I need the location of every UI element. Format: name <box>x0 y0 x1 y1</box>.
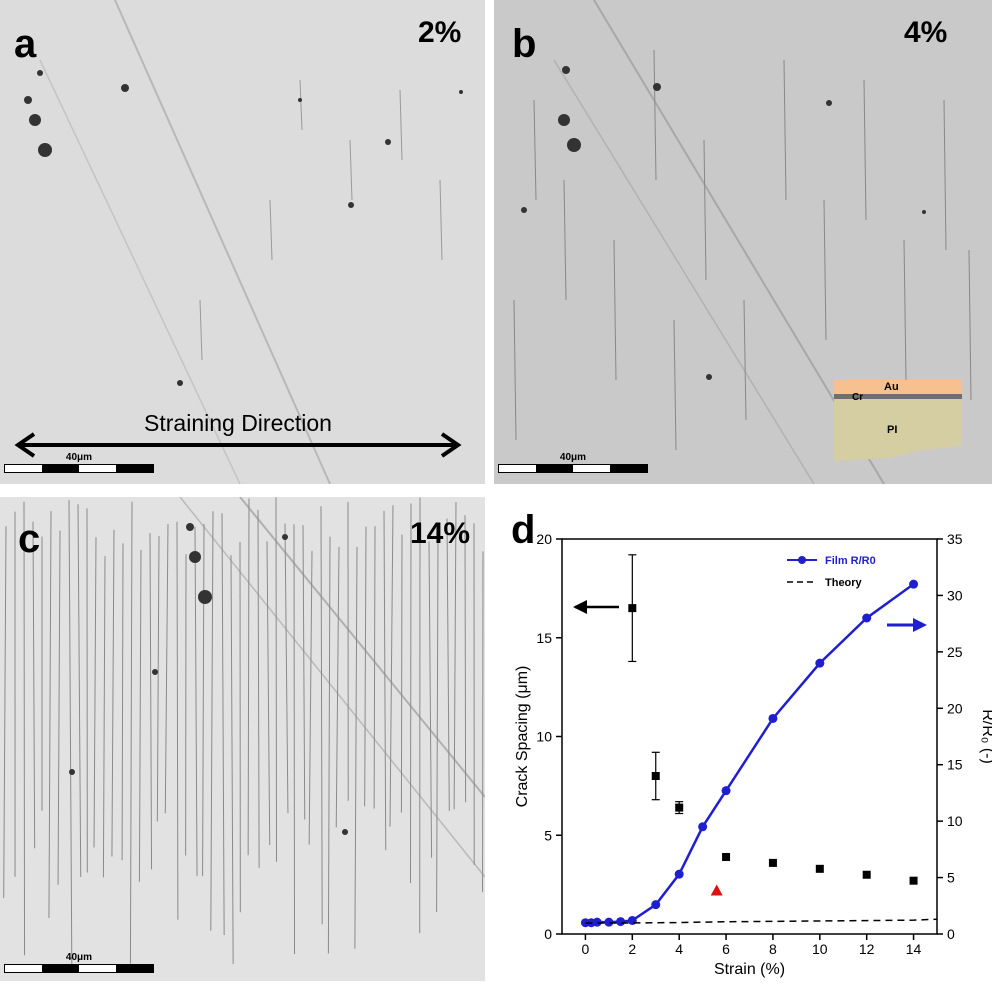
y2-tick-label: 10 <box>947 813 963 829</box>
theory-line <box>585 919 937 923</box>
x-tick-label: 0 <box>582 941 590 957</box>
y-tick-label: 10 <box>536 729 552 745</box>
film-resistance-point <box>651 900 660 909</box>
crack-spacing-point <box>675 804 683 812</box>
right-axis-arrow <box>887 618 927 632</box>
x-tick-label: 4 <box>675 941 683 957</box>
pi-label: PI <box>887 424 897 436</box>
crack-spacing-point <box>863 871 871 879</box>
x-tick-label: 14 <box>906 941 922 957</box>
scale-bar-label: 40μm <box>4 452 154 463</box>
x-tick-label: 2 <box>628 941 636 957</box>
panel-c-strain-label: 14% <box>410 517 470 551</box>
y-tick-label: 5 <box>544 827 552 843</box>
panel-b-letter: b <box>512 22 536 67</box>
red-triangle-point <box>711 885 723 896</box>
y2-axis-label: R/R₀ (-) <box>979 709 992 764</box>
film-resistance-point <box>722 786 731 795</box>
scale-bar-b: 40μm <box>498 452 648 474</box>
panel-a-letter: a <box>14 22 36 67</box>
crack-spacing-point <box>816 865 824 873</box>
x-axis-label: Strain (%) <box>714 961 785 978</box>
film-resistance-point <box>768 714 777 723</box>
legend-film-marker <box>798 556 806 564</box>
legend: Film R/R0 Theory <box>787 555 876 589</box>
x-tick-label: 8 <box>769 941 777 957</box>
y-axis-label: Crack Spacing (μm) <box>514 666 531 808</box>
film-resistance-point <box>604 918 613 927</box>
film-resistance-point <box>815 659 824 668</box>
straining-direction-arrow: Straining Direction <box>12 410 464 458</box>
y2-tick-label: 15 <box>947 757 963 773</box>
scale-bar-a: 40μm <box>4 452 154 474</box>
micrograph-panel-b: b 4% Au Cr PI 40μm <box>494 0 992 484</box>
film-resistance-point <box>593 918 602 927</box>
crack-spacing-point <box>722 853 730 861</box>
scale-bar-label: 40μm <box>498 452 648 463</box>
micrograph-14-percent <box>0 497 485 981</box>
film-resistance-point <box>675 870 684 879</box>
y2-tick-label: 25 <box>947 644 963 660</box>
micrograph-panel-c: c 14% 40μm <box>0 497 485 981</box>
y2-tick-label: 30 <box>947 587 963 603</box>
film-resistance-point <box>616 917 625 926</box>
crack-spacing-point <box>769 859 777 867</box>
panel-b-strain-label: 4% <box>904 16 947 50</box>
panel-c-letter: c <box>18 517 40 562</box>
film-resistance-point <box>698 822 707 831</box>
au-label: Au <box>884 381 899 393</box>
crack-spacing-chart: d 0 2 4 6 8 10 12 14 0 5 10 15 20 0 5 10 15 20 25 30 35 Stra… <box>497 497 992 981</box>
y-tick-label: 0 <box>544 926 552 942</box>
film-resistance-point <box>862 614 871 623</box>
crack-spacing-chart-panel: d 0 2 4 6 8 10 12 14 0 5 10 15 20 0 5 10 15 20 25 30 35 Stra… <box>497 497 992 981</box>
legend-theory-label: Theory <box>825 577 863 589</box>
layer-stack-inset: Au Cr PI <box>834 380 962 462</box>
legend-film-label: Film R/R0 <box>825 555 876 567</box>
crack-spacing-point <box>910 877 918 885</box>
x-tick-label: 12 <box>859 941 875 957</box>
scale-bar-label: 40μm <box>4 952 154 963</box>
film-resistance-point <box>909 580 918 589</box>
cr-label: Cr <box>852 392 863 403</box>
plot-frame <box>562 539 937 934</box>
crack-spacing-point <box>652 772 660 780</box>
y2-tick-label: 35 <box>947 531 963 547</box>
scale-bar-c: 40μm <box>4 952 154 974</box>
left-axis-arrow <box>573 600 619 614</box>
crack-spacing-point <box>628 604 636 612</box>
y-tick-label: 15 <box>536 630 552 646</box>
panel-a-strain-label: 2% <box>418 16 461 50</box>
y2-tick-label: 0 <box>947 926 955 942</box>
y2-tick-label: 20 <box>947 700 963 716</box>
x-tick-label: 6 <box>722 941 730 957</box>
y2-tick-label: 5 <box>947 870 955 886</box>
x-tick-label: 10 <box>812 941 828 957</box>
pi-layer <box>834 399 962 461</box>
y-tick-label: 20 <box>536 531 552 547</box>
micrograph-panel-a: a 2% Straining Direction 40μm <box>0 0 485 484</box>
panel-d-letter: d <box>511 508 535 552</box>
